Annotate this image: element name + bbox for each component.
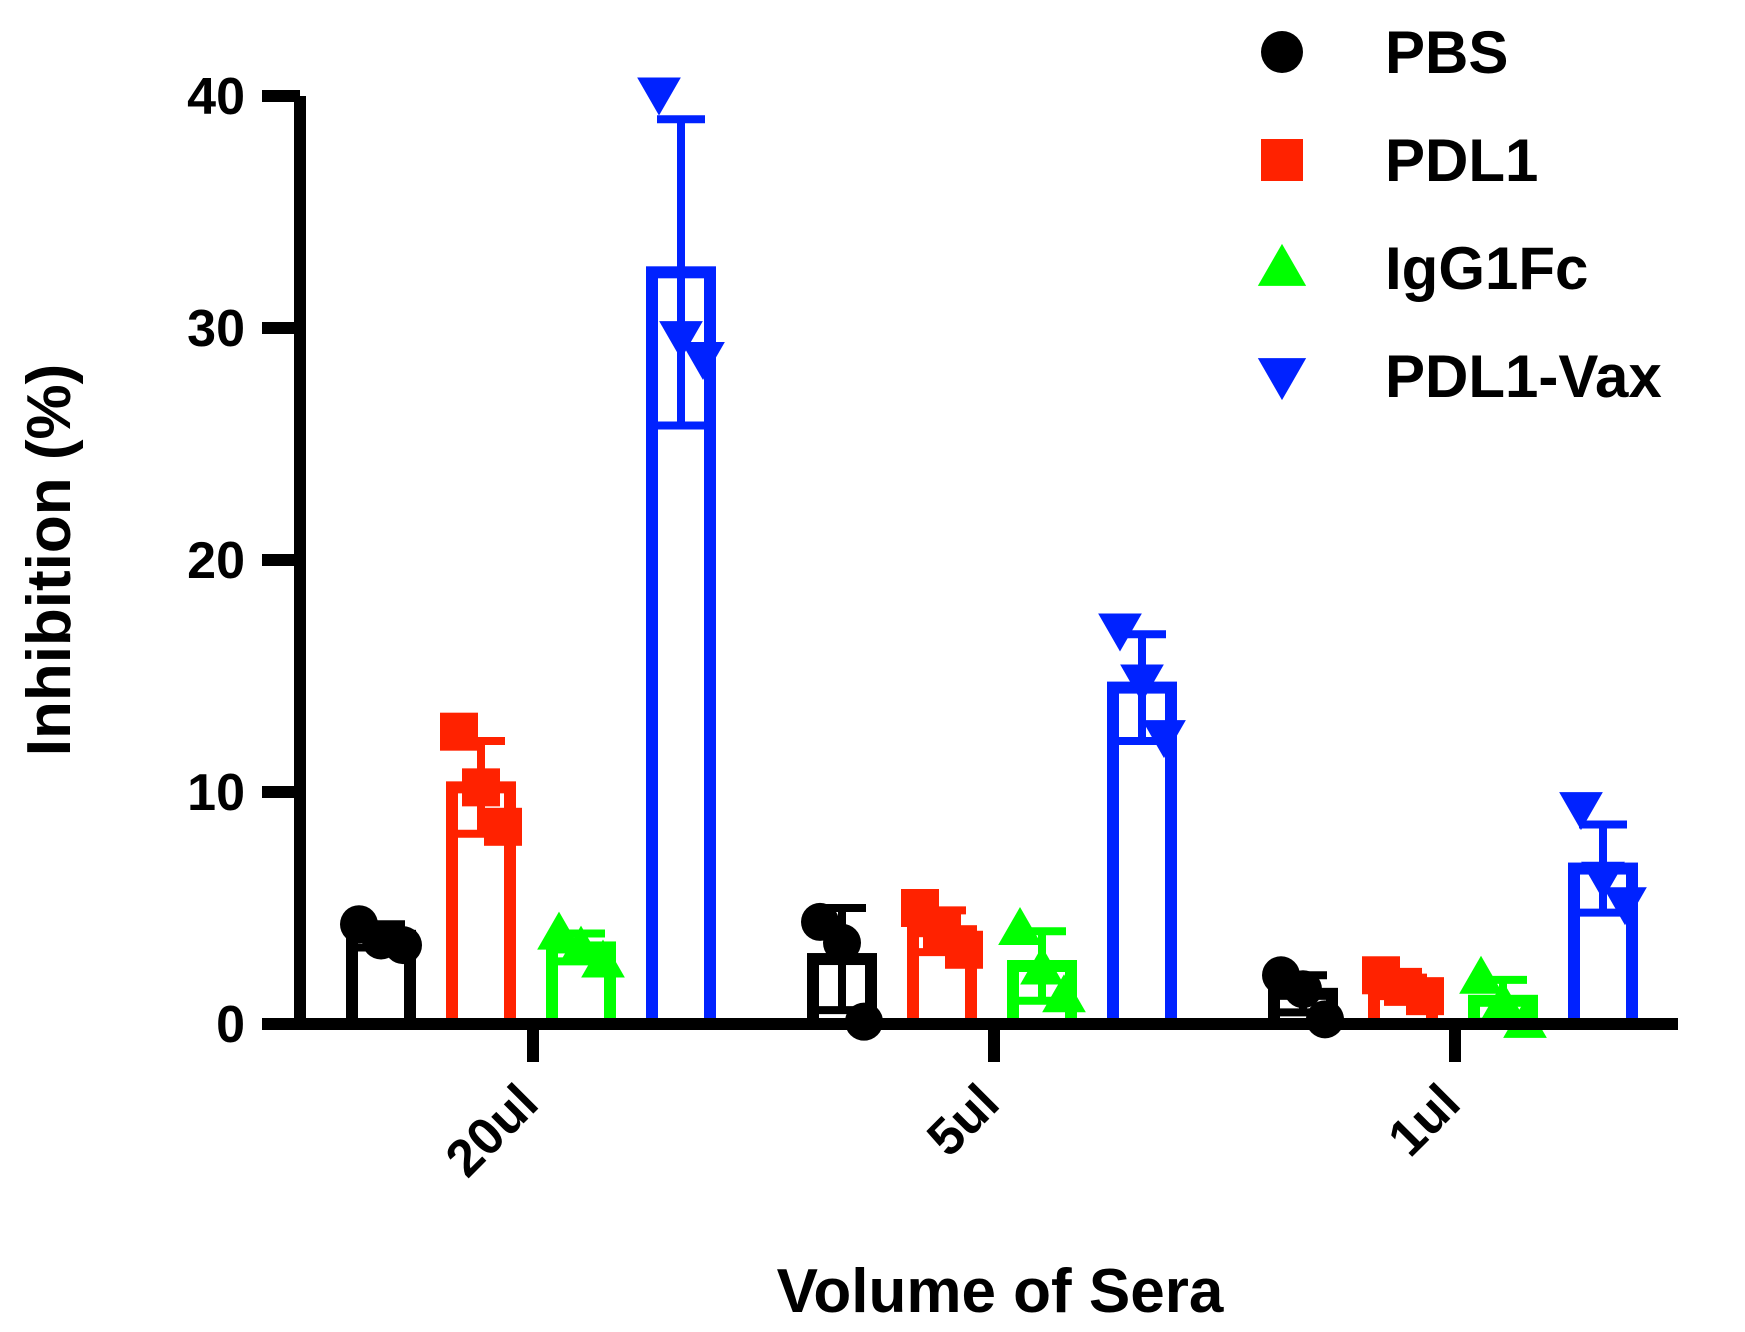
x-axis-title: Volume of Sera — [777, 1257, 1224, 1326]
data-point-pdl1 — [440, 712, 478, 751]
legend: PBS PDL1 IgG1Fc PDL1-Vax — [1257, 19, 1662, 410]
data-point-pdl1 — [484, 807, 522, 846]
y-tick-label: 10 — [187, 764, 245, 822]
legend-marker-pdl1 — [1261, 139, 1303, 181]
x-tick-label: 5ul — [916, 1073, 1010, 1167]
data-point-igg1fc — [998, 907, 1042, 946]
data-point-pdl1-vax — [681, 342, 725, 381]
y-tick-label: 30 — [187, 300, 245, 358]
x-tick-label: 20ul — [435, 1073, 550, 1188]
data-point-pdl1-vax — [1559, 792, 1603, 831]
legend-label-pdl1-vax: PDL1-Vax — [1385, 343, 1662, 410]
legend-marker-pdl1-vax — [1257, 358, 1307, 401]
legend-label-igg1fc: IgG1Fc — [1385, 235, 1588, 302]
y-tick-label: 0 — [216, 996, 245, 1054]
y-tick-label: 20 — [187, 532, 245, 590]
y-tick-label: 40 — [187, 68, 245, 126]
data-point-pdl1-vax — [637, 77, 681, 116]
x-tick-label: 1ul — [1377, 1073, 1471, 1167]
legend-marker-igg1fc — [1257, 243, 1307, 286]
data-point-pdl1-vax — [1603, 887, 1647, 926]
error-bars-layer — [357, 115, 1627, 1026]
legend-label-pdl1: PDL1 — [1385, 127, 1538, 194]
data-points-layer — [340, 77, 1647, 1041]
axes — [294, 96, 1678, 1030]
data-point-igg1fc — [1459, 955, 1503, 994]
legend-label-pbs: PBS — [1385, 19, 1508, 86]
y-axis-ticks: 0 10 20 30 40 — [187, 68, 300, 1054]
x-axis-ticks: 20ul 5ul 1ul — [435, 1024, 1471, 1188]
y-axis-title: Inhibition (%) — [15, 364, 84, 757]
legend-marker-pbs — [1261, 31, 1303, 73]
